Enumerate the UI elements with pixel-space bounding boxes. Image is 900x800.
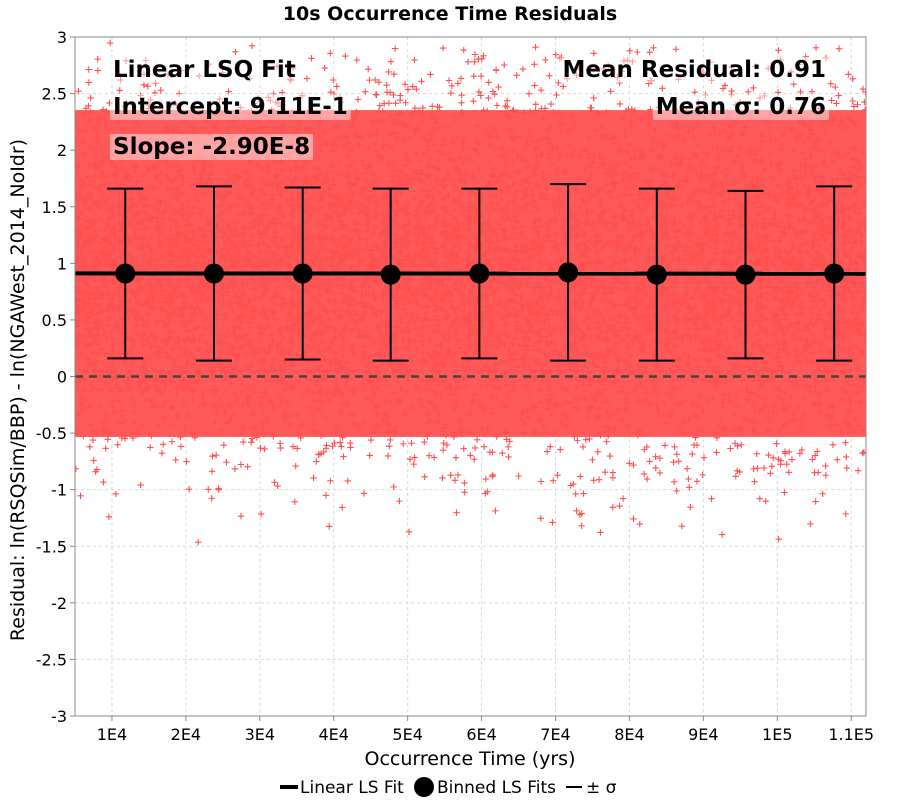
y-tick-label: -0.5 <box>36 424 67 443</box>
binned-fit-point <box>469 263 490 284</box>
annotations: Linear LSQ Fit Intercept: 9.11E-1 Slope: -… <box>110 57 829 160</box>
annotation-slope: Slope: -2.90E-8 <box>113 134 310 160</box>
binned-fit-point <box>292 263 313 284</box>
x-axis-ticks: 1E4 2E4 3E4 4E4 5E4 6E4 7E4 8E4 9E4 1E5 1.1E5 <box>97 716 874 744</box>
legend-swatch-binned-fits <box>414 777 434 797</box>
binned-fit-point <box>824 263 845 284</box>
x-axis-label: Occurrence Time (yrs) <box>365 748 576 770</box>
annotation-mean-sigma-bg <box>652 94 829 120</box>
x-tick-label: 4E4 <box>319 725 349 744</box>
legend: Linear LS Fit Binned LS Fits ± σ <box>280 777 617 798</box>
y-tick-label: 2 <box>57 141 67 160</box>
y-tick-label: 2.5 <box>42 85 67 104</box>
binned-fit-point <box>558 262 579 283</box>
y-tick-label: 3 <box>57 28 67 47</box>
x-tick-label: 9E4 <box>688 725 718 744</box>
x-tick-label: 5E4 <box>392 725 422 744</box>
y-tick-label: 1.5 <box>42 198 67 217</box>
x-tick-label: 6E4 <box>466 725 496 744</box>
annotation-fit-title-bg <box>110 57 299 83</box>
legend-label-sigma: ± σ <box>586 778 617 798</box>
y-tick-label: 1 <box>57 254 67 273</box>
legend-label-binned-fits: Binned LS Fits <box>437 778 556 798</box>
x-tick-label: 1.1E5 <box>828 725 874 744</box>
y-axis-ticks: -3 -2.5 -2 -1.5 -1 -0.5 0 0.5 1 1.5 2 2.5 3 <box>36 28 75 726</box>
y-tick-label: -3 <box>51 707 67 726</box>
y-tick-label: -1 <box>51 481 67 500</box>
binned-fit-point <box>115 263 136 284</box>
y-tick-label: 0.5 <box>42 311 67 330</box>
annotation-mean-sigma: Mean σ: 0.76 <box>656 94 826 120</box>
chart-title: 10s Occurrence Time Residuals <box>283 3 617 25</box>
y-tick-label: -2.5 <box>36 650 67 669</box>
binned-fit-point <box>735 264 756 285</box>
binned-fits <box>107 183 853 362</box>
x-tick-label: 8E4 <box>614 725 644 744</box>
y-tick-label: 0 <box>57 368 67 387</box>
x-tick-label: 2E4 <box>171 725 201 744</box>
x-tick-label: 1E5 <box>762 725 792 744</box>
annotation-fit-title: Linear LSQ Fit <box>113 57 296 83</box>
y-tick-label: -2 <box>51 594 67 613</box>
y-tick-label: -1.5 <box>36 537 67 556</box>
x-tick-label: 7E4 <box>540 725 570 744</box>
annotation-mean-residual-bg <box>559 57 829 83</box>
binned-fit-point <box>380 264 401 285</box>
annotation-slope-bg <box>110 134 314 160</box>
annotation-mean-residual: Mean Residual: 0.91 <box>563 57 826 83</box>
x-tick-label: 1E4 <box>97 725 127 744</box>
grid <box>75 36 866 717</box>
annotation-intercept-bg <box>110 94 351 120</box>
binned-fit-point <box>646 264 667 285</box>
annotation-intercept: Intercept: 9.11E-1 <box>113 94 348 120</box>
binned-fit-point <box>203 263 224 284</box>
y-axis-label: Residual: ln(RSQSim/BBP) - ln(NGAWest_20… <box>7 139 29 641</box>
x-tick-label: 3E4 <box>245 725 275 744</box>
legend-label-linear-fit: Linear LS Fit <box>300 778 404 798</box>
